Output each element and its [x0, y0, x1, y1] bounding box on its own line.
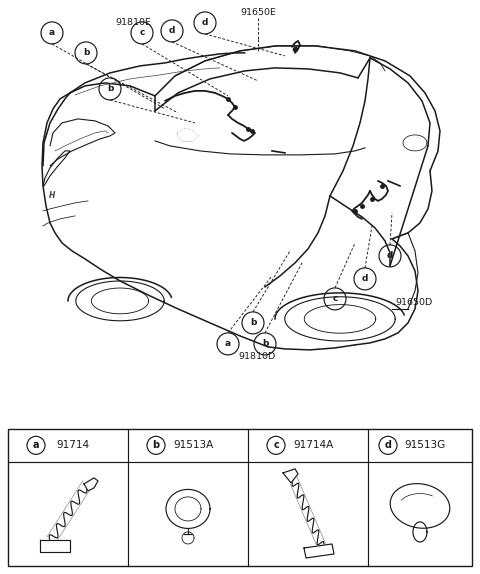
Polygon shape [283, 469, 298, 483]
Text: a: a [49, 28, 55, 37]
Text: b: b [107, 84, 113, 94]
Bar [8, 429, 472, 566]
Polygon shape [178, 129, 198, 141]
Text: d: d [387, 251, 393, 261]
Text: 91513G: 91513G [404, 440, 445, 451]
Polygon shape [166, 490, 210, 529]
Text: c: c [273, 440, 279, 451]
Text: d: d [362, 274, 368, 284]
Polygon shape [304, 544, 334, 558]
Polygon shape [84, 478, 98, 491]
Polygon shape [390, 484, 450, 528]
Text: a: a [33, 440, 39, 451]
Text: b: b [262, 339, 268, 348]
Text: 91650D: 91650D [395, 298, 432, 308]
Text: b: b [250, 319, 256, 327]
Text: c: c [332, 294, 338, 304]
Text: 91714A: 91714A [293, 440, 333, 451]
Text: d: d [384, 440, 392, 451]
Text: 91810D: 91810D [238, 352, 275, 362]
Text: H: H [49, 191, 55, 200]
Text: 91810E: 91810E [115, 18, 151, 28]
Text: d: d [169, 26, 175, 36]
Polygon shape [413, 522, 427, 542]
Text: 91513A: 91513A [173, 440, 213, 451]
Text: b: b [83, 48, 89, 57]
Text: 91714: 91714 [57, 440, 90, 451]
Polygon shape [40, 540, 70, 552]
Text: a: a [225, 339, 231, 348]
Text: b: b [153, 440, 159, 451]
Text: c: c [139, 28, 144, 37]
Text: d: d [202, 18, 208, 28]
Text: 91650E: 91650E [240, 8, 276, 17]
